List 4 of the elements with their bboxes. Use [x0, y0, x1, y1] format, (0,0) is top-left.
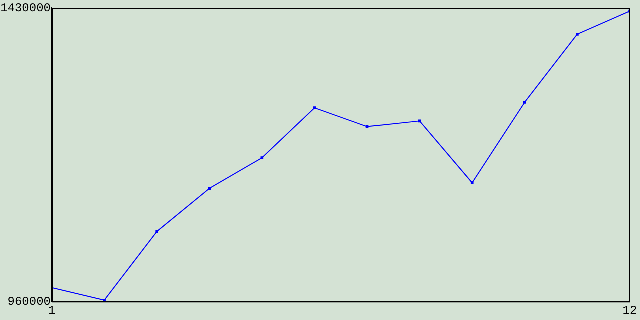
- x-tick-label: 12: [622, 304, 638, 318]
- y-tick-label: 960000: [8, 294, 51, 309]
- y-tick-label: 1430000: [0, 1, 51, 16]
- x-tick-label: 1: [48, 304, 56, 318]
